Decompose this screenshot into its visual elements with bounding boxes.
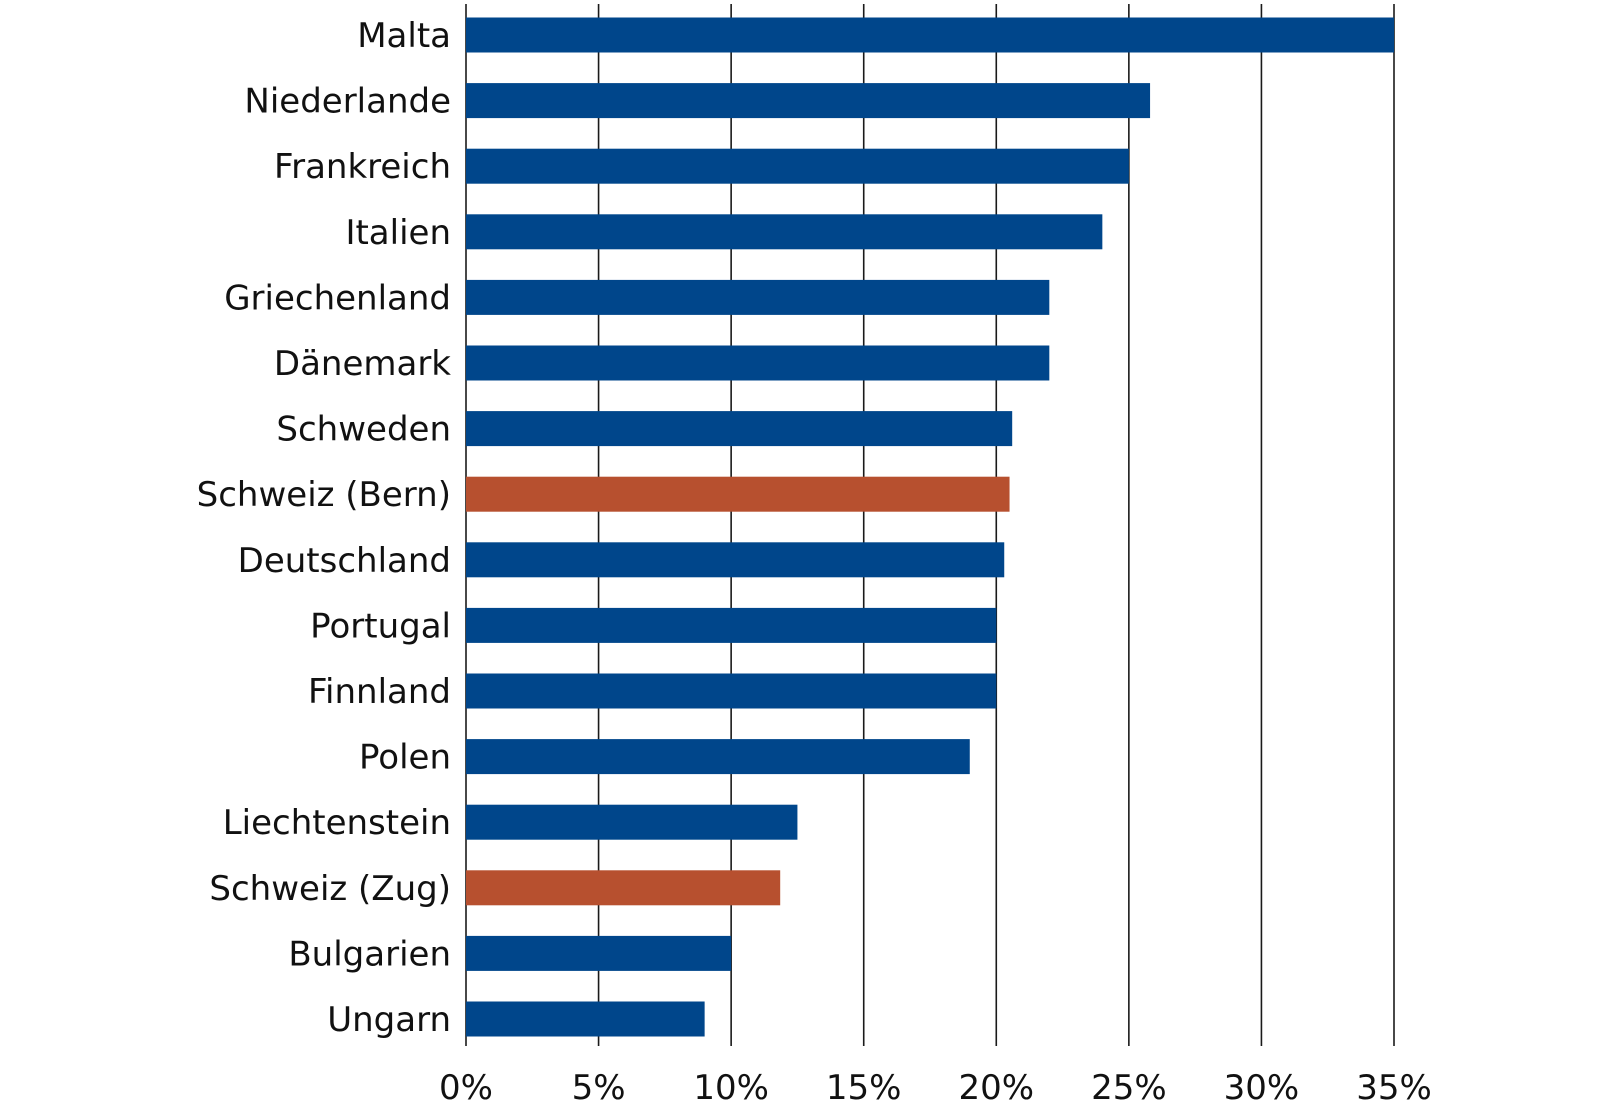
bar-liechtenstein	[466, 804, 798, 840]
category-label: Ungarn	[327, 1000, 451, 1040]
x-tick-label: 10%	[693, 1068, 769, 1108]
bar-finnland	[466, 673, 997, 709]
bar-malta	[466, 17, 1394, 53]
category-label: Schweiz (Zug)	[209, 869, 451, 909]
bar-bulgarien	[466, 935, 732, 971]
category-label: Griechenland	[224, 278, 451, 318]
category-label: Malta	[357, 16, 451, 56]
x-tick-label: 25%	[1091, 1068, 1167, 1108]
category-label: Italien	[345, 213, 451, 253]
bar-schweiz-zug	[466, 870, 781, 906]
category-label: Deutschland	[238, 541, 451, 581]
category-labels: Malta Niederlande Frankreich Italien Grieche…	[197, 16, 452, 1040]
bar-schweiz-bern	[466, 476, 1010, 512]
bar-portugal	[466, 607, 997, 643]
x-tick-label: 20%	[958, 1068, 1034, 1108]
bar-frankreich	[466, 148, 1129, 184]
x-tick-label: 5%	[572, 1068, 626, 1108]
bar-dänemark	[466, 345, 1050, 381]
category-label: Frankreich	[274, 147, 451, 187]
category-label: Schweden	[276, 410, 451, 450]
category-label: Bulgarien	[288, 934, 451, 974]
bar-niederlande	[466, 83, 1151, 119]
category-label: Polen	[359, 738, 451, 778]
bar-deutschland	[466, 542, 1005, 578]
x-axis-ticks: 0% 5% 10% 15% 20% 25% 30% 35%	[439, 1068, 1432, 1108]
category-label: Liechtenstein	[223, 803, 451, 843]
category-label: Niederlande	[244, 82, 451, 122]
category-label: Finnland	[308, 672, 451, 712]
bar-italien	[466, 214, 1103, 250]
x-tick-label: 30%	[1224, 1068, 1300, 1108]
category-label: Portugal	[310, 606, 451, 646]
bar-ungarn	[466, 1001, 705, 1037]
bar-schweden	[466, 411, 1013, 447]
bar-polen	[466, 739, 970, 775]
bar-griechenland	[466, 279, 1050, 315]
bars	[466, 17, 1394, 1037]
x-tick-label: 0%	[439, 1068, 493, 1108]
x-tick-label: 15%	[826, 1068, 902, 1108]
x-tick-label: 35%	[1356, 1068, 1432, 1108]
category-label: Dänemark	[274, 344, 451, 384]
category-label: Schweiz (Bern)	[197, 475, 451, 515]
